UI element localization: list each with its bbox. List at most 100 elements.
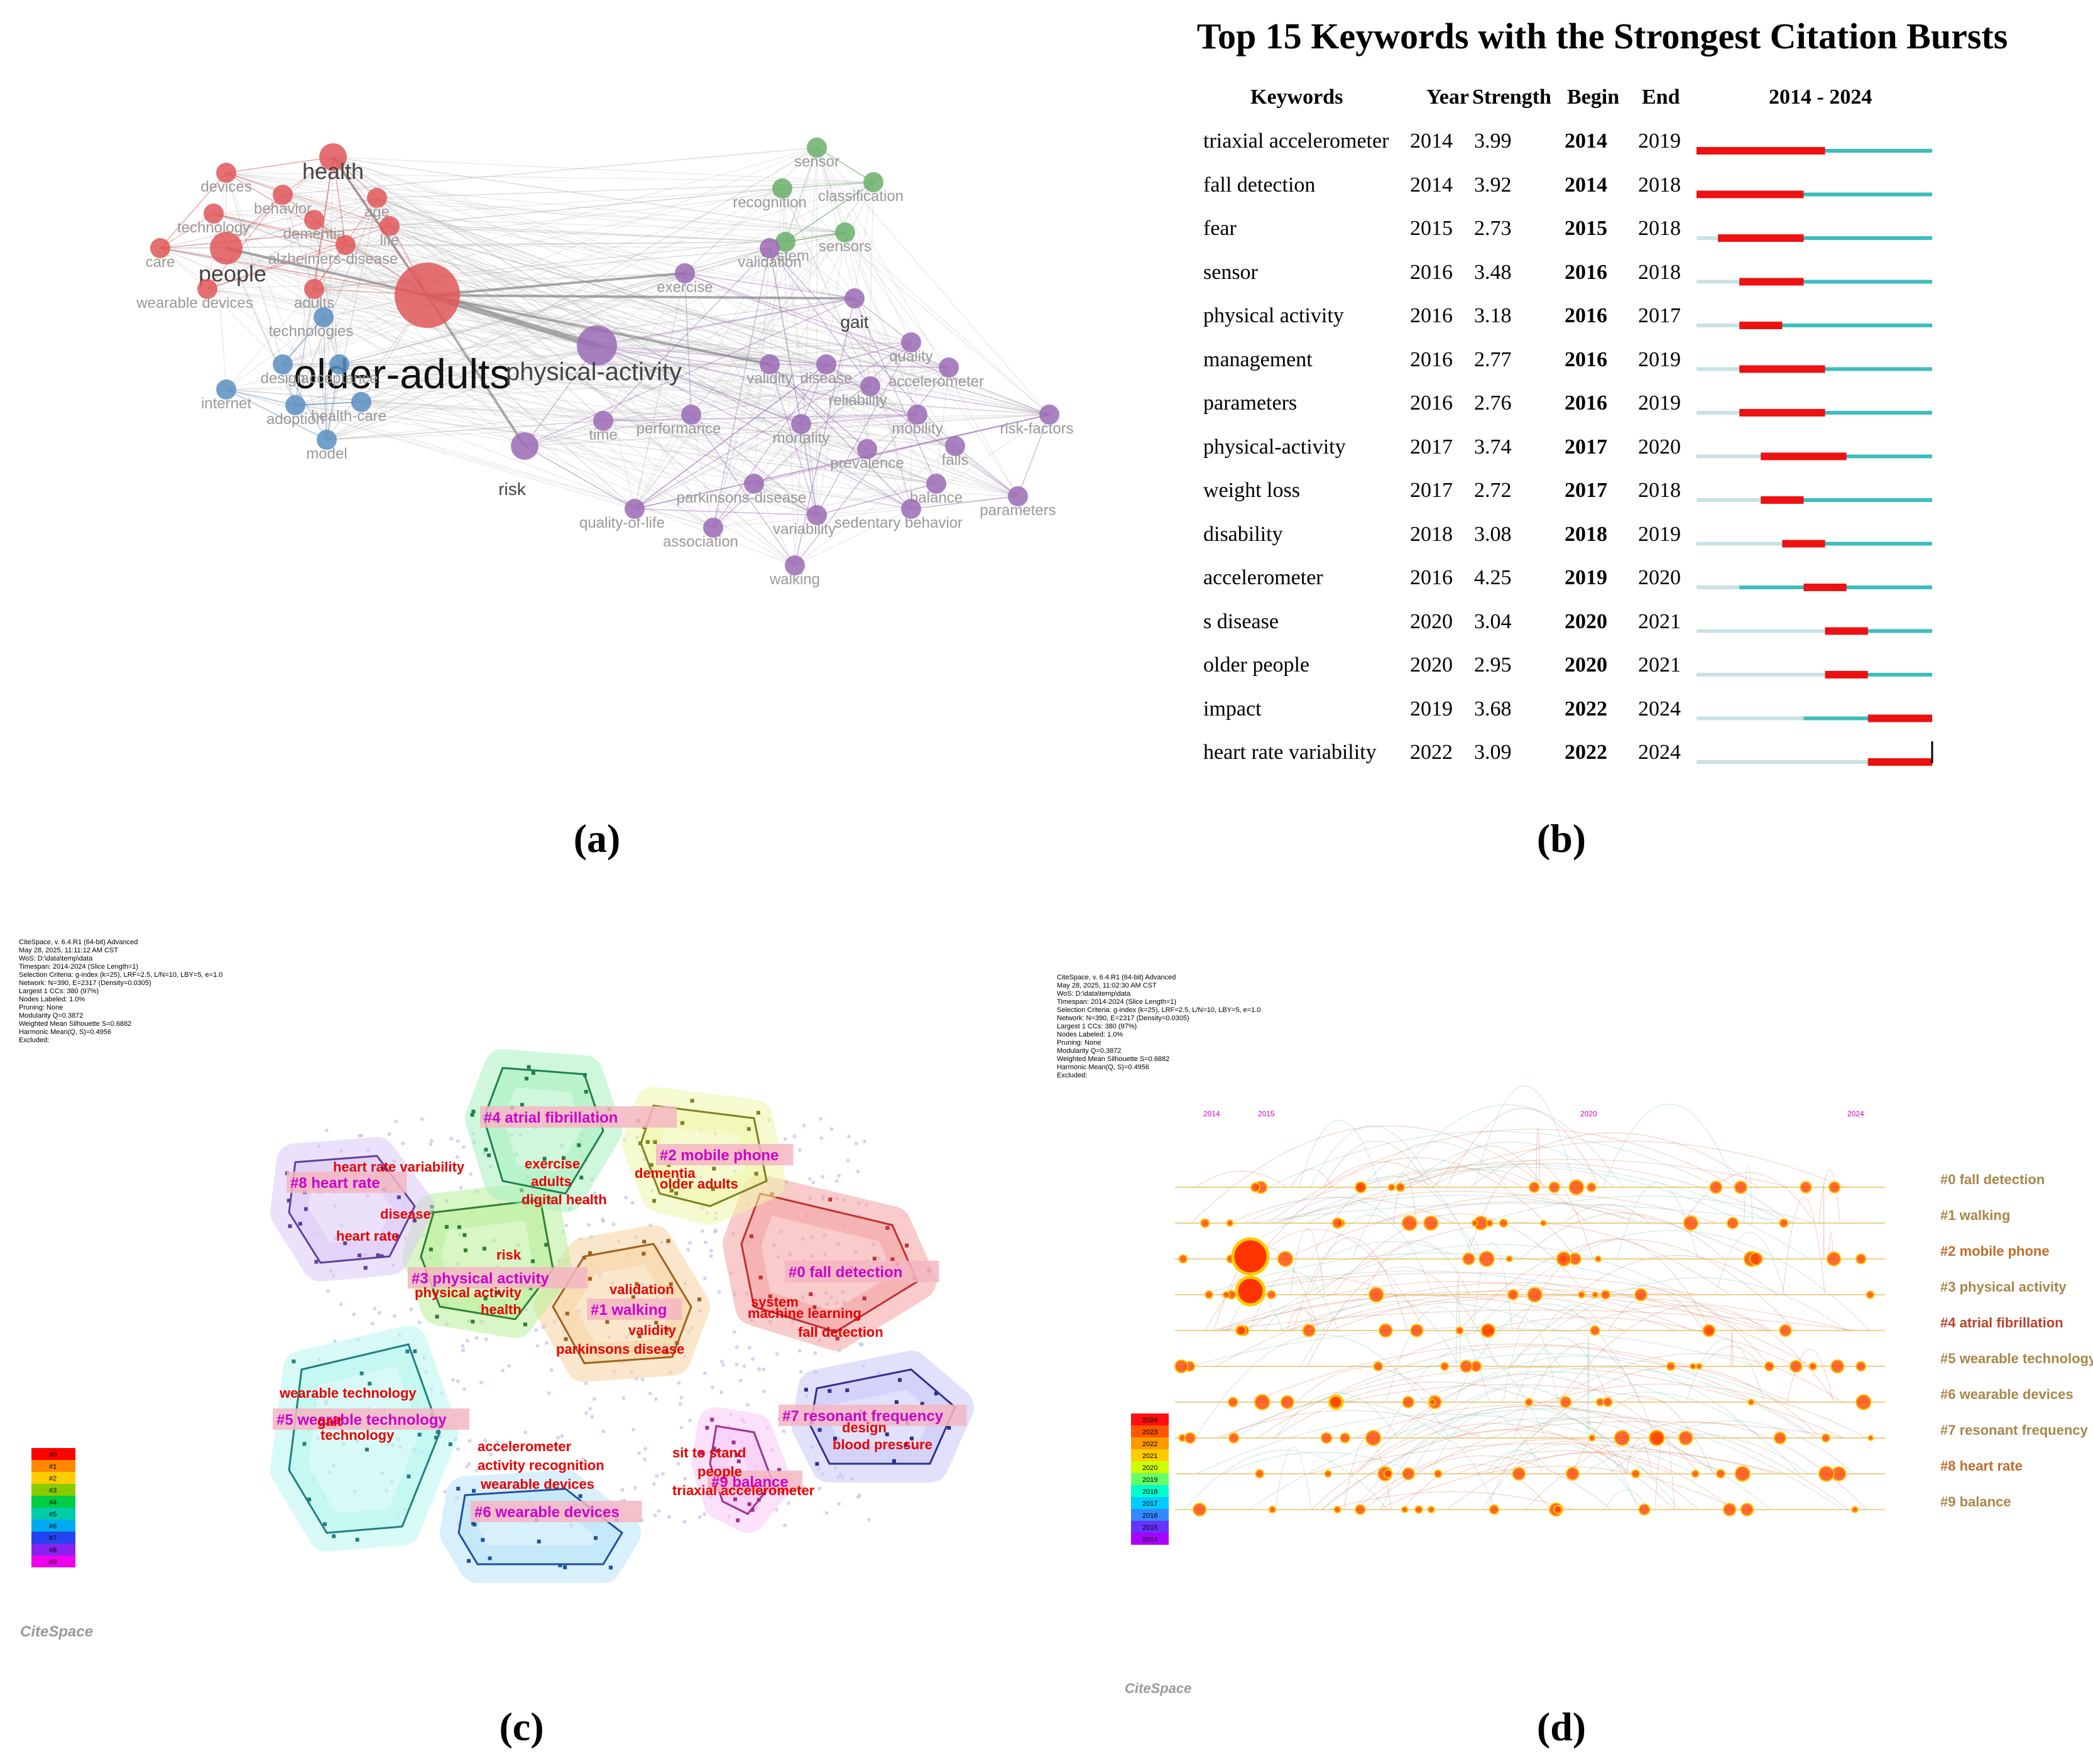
edge xyxy=(691,232,846,415)
citation-arc xyxy=(1308,1163,1790,1224)
edge xyxy=(361,342,912,403)
citation-arc xyxy=(1224,1167,1810,1260)
term-label: gait xyxy=(317,1413,342,1429)
burst-year: 2018 xyxy=(1410,522,1453,546)
cluster-edge xyxy=(801,414,918,425)
node-sedentary-behavior xyxy=(901,499,921,519)
node-label-wearable-devices: wearable devices xyxy=(136,295,253,312)
edge xyxy=(213,213,1019,497)
cluster-node xyxy=(904,1443,908,1447)
edge xyxy=(816,147,846,233)
bg-node xyxy=(449,1136,454,1141)
bg-node xyxy=(545,1341,549,1345)
legend-swatch xyxy=(31,1555,75,1567)
bg-node xyxy=(657,1509,661,1513)
node-alzheimers-disease xyxy=(336,235,356,255)
timeline-node xyxy=(1226,1219,1234,1227)
bar-inactive xyxy=(1697,324,1740,327)
bg-node xyxy=(856,1169,860,1173)
cluster-node xyxy=(920,1402,924,1406)
bg-node xyxy=(837,1173,841,1178)
edge xyxy=(854,298,868,450)
edge xyxy=(785,232,846,242)
node-recognition xyxy=(772,178,792,199)
edge xyxy=(326,364,340,440)
edge xyxy=(314,219,525,447)
citation-arc xyxy=(1446,1421,1846,1439)
node-risk xyxy=(511,432,538,460)
edge xyxy=(866,414,918,450)
term-label: people xyxy=(697,1464,742,1479)
citation-arc xyxy=(1363,1417,1849,1510)
edge xyxy=(376,197,918,415)
legend-swatch xyxy=(31,1544,75,1555)
cluster-edge xyxy=(634,508,817,516)
timeline-node xyxy=(1826,1251,1842,1266)
edge xyxy=(801,423,817,516)
citation-arc xyxy=(1380,1317,1798,1367)
cluster-edge xyxy=(160,172,227,249)
citation-arc xyxy=(1317,1353,1783,1403)
cluster-node xyxy=(523,1322,528,1327)
cluster-label-bg xyxy=(779,1405,967,1426)
cluster-node xyxy=(712,1167,716,1171)
cluster-edge xyxy=(794,298,855,566)
header-line: WoS: D:\data\temp\data xyxy=(1057,990,1131,998)
edge xyxy=(282,194,1050,415)
edge xyxy=(213,213,956,447)
timeline-node xyxy=(1602,1396,1613,1408)
bar-inactive xyxy=(1697,280,1740,284)
timeline-year-2020: 2020 xyxy=(1580,1109,1597,1118)
bg-node xyxy=(750,1357,755,1361)
timeline-node xyxy=(1678,1430,1693,1446)
timeline-node xyxy=(1715,1469,1725,1479)
edge xyxy=(332,156,912,509)
edge xyxy=(226,172,283,365)
header-line: Nodes Labeled: 1.0% xyxy=(1057,1031,1123,1038)
citation-arc xyxy=(1203,1253,1676,1295)
edge xyxy=(282,147,817,365)
cluster-node xyxy=(381,1167,386,1171)
edge xyxy=(160,197,378,249)
bg-node xyxy=(709,1254,713,1258)
cluster-edge xyxy=(816,342,912,516)
bar-burst xyxy=(1739,365,1825,373)
cluster-node xyxy=(892,1459,896,1463)
edge xyxy=(713,147,817,528)
burst-year: 2014 xyxy=(1410,129,1453,153)
burst-begin: 2020 xyxy=(1565,653,1607,677)
edge xyxy=(332,156,912,343)
citation-arc xyxy=(1323,1162,1440,1188)
bg-node xyxy=(655,1474,659,1478)
edge xyxy=(844,232,912,509)
edge xyxy=(634,386,871,509)
edge xyxy=(794,508,912,566)
edge xyxy=(870,386,937,484)
bg-node xyxy=(702,1512,707,1516)
cluster-node xyxy=(652,1199,657,1203)
node-behavior xyxy=(273,185,293,205)
edge xyxy=(282,194,855,299)
caption-d: (d) xyxy=(1536,1704,1587,1749)
timeline-node xyxy=(1235,1325,1247,1336)
edge xyxy=(326,147,817,440)
burst-begin: 2016 xyxy=(1565,260,1607,284)
legend-swatch xyxy=(1131,1437,1169,1449)
timeline-node xyxy=(1200,1218,1210,1228)
timeline-node xyxy=(1800,1181,1812,1194)
citation-arc xyxy=(1482,1444,1642,1510)
burst-year: 2015 xyxy=(1410,217,1453,240)
cluster-label-7: #7 resonant frequency xyxy=(782,1408,944,1425)
citation-arc xyxy=(1308,1214,1434,1295)
edge xyxy=(769,248,855,299)
burst-end: 2021 xyxy=(1638,653,1681,677)
burst-begin: 2022 xyxy=(1565,697,1607,721)
citation-arc xyxy=(1328,1491,1575,1510)
edge xyxy=(376,197,912,509)
citation-arc xyxy=(1189,1327,1759,1367)
edge xyxy=(226,172,327,440)
citation-arc xyxy=(1401,1439,1727,1474)
cluster-label-2: #2 mobile phone xyxy=(660,1147,779,1164)
cluster-node xyxy=(898,1378,902,1382)
bg-node xyxy=(738,1378,743,1383)
